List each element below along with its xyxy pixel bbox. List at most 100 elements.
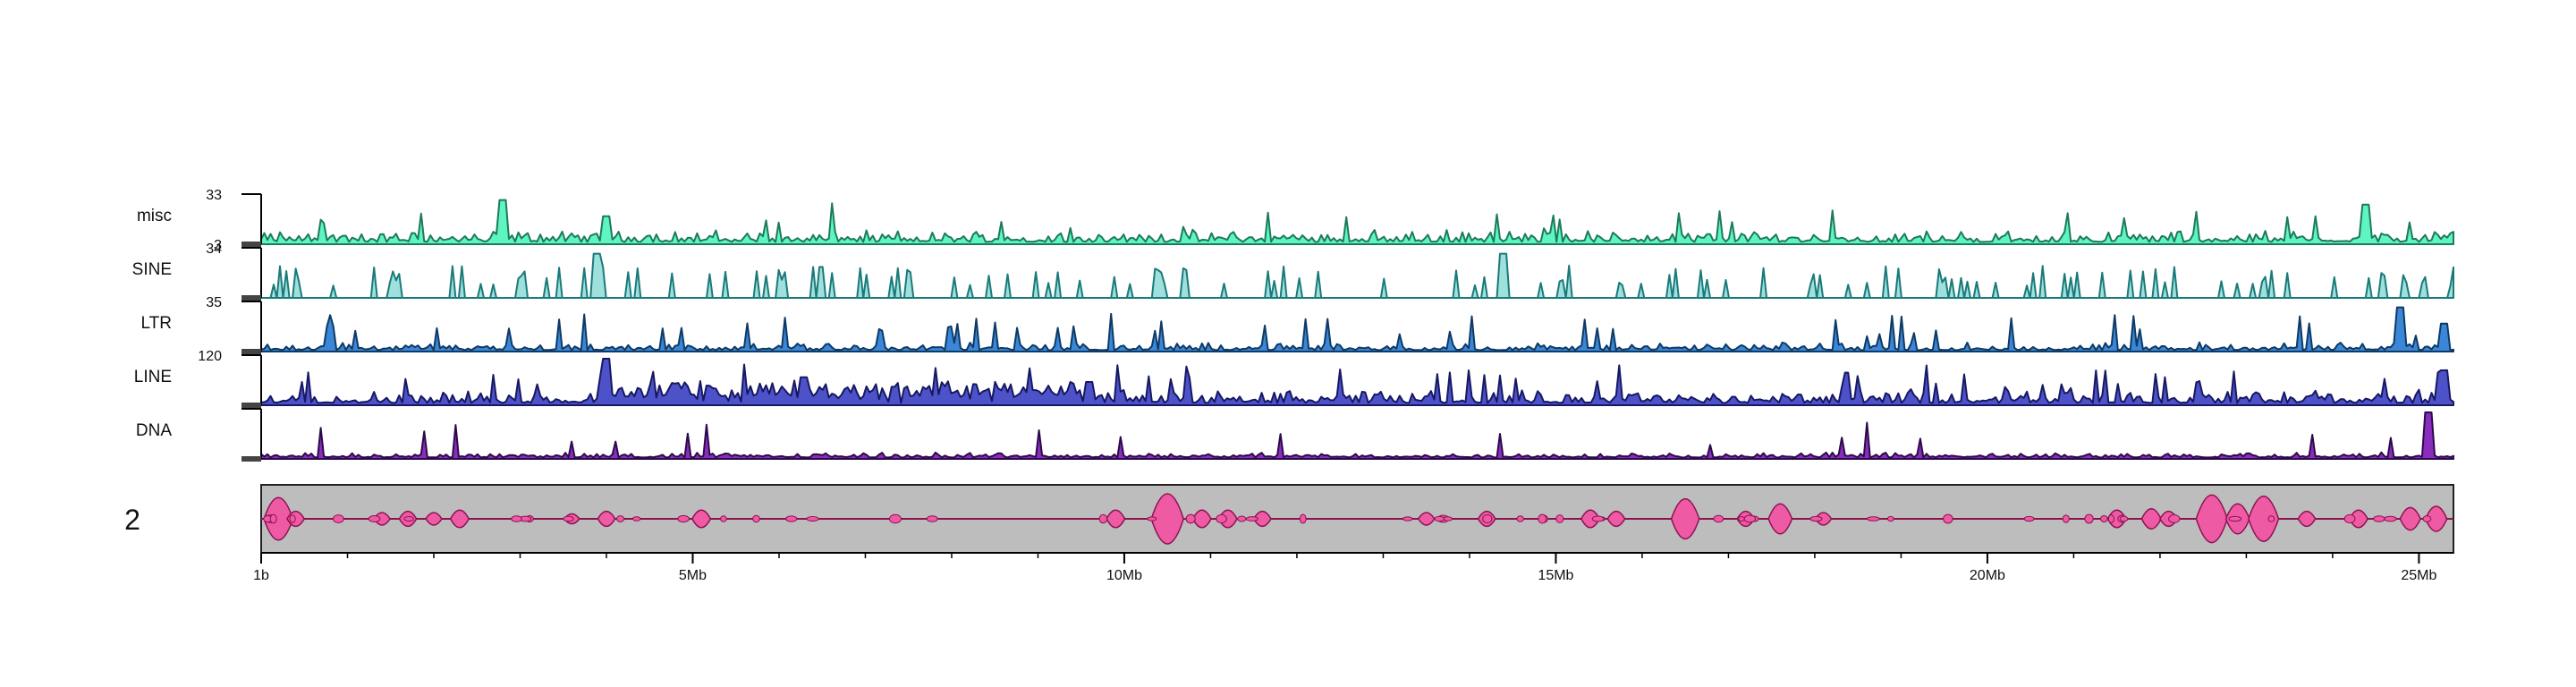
- ideogram-minor-feature: [2343, 513, 2356, 524]
- ideogram-minor-feature: [1434, 515, 1445, 522]
- x-tick-label: 5Mb: [679, 568, 707, 583]
- ideogram-minor-feature: [333, 514, 344, 523]
- ideogram-minor-feature: [1482, 513, 1493, 524]
- ideogram-minor-feature: [1886, 515, 1894, 522]
- x-tick-label: 25Mb: [2401, 568, 2436, 583]
- chromosome-ideogram: 2: [124, 484, 2454, 554]
- ideogram-minor-feature: [1299, 513, 1307, 524]
- ideogram-minor-feature: [2373, 515, 2385, 522]
- ideogram-minor-feature: [1943, 513, 1953, 524]
- track-label: LTR: [141, 314, 172, 333]
- track-line: LINE 120: [134, 349, 2454, 408]
- y-max-label: 33: [206, 188, 222, 203]
- ideogram-minor-feature: [677, 514, 690, 523]
- track-label: misc: [137, 207, 172, 225]
- track-label: SINE: [132, 260, 172, 279]
- ideogram-minor-feature: [2384, 515, 2397, 522]
- ideogram-feature: [1150, 493, 1184, 545]
- ideogram-feature: [597, 510, 616, 528]
- ideogram-feature: [2348, 509, 2368, 529]
- ideogram-minor-feature: [1216, 513, 1227, 524]
- ideogram-minor-feature: [2267, 515, 2275, 522]
- track-dna: DNA: [136, 408, 2454, 462]
- ideogram-feature: [691, 509, 712, 529]
- x-tick-label: 1b: [253, 568, 269, 583]
- ideogram-minor-feature: [289, 514, 296, 523]
- ideogram-feature: [1606, 510, 1626, 528]
- genome-position-axis: 1b 5Mb 10Mb 15Mb 20Mb 25Mb: [253, 552, 2453, 583]
- track-label: DNA: [136, 421, 172, 440]
- ideogram-feature: [2248, 496, 2280, 542]
- ideogram-feature: [1217, 509, 1238, 529]
- ideogram-feature: [1814, 512, 1833, 526]
- ideogram-minor-feature: [269, 513, 277, 524]
- ideogram-minor-feature: [926, 515, 938, 522]
- density-area-line: [260, 358, 2454, 406]
- x-tick-label: 10Mb: [1106, 568, 1142, 583]
- ideogram-feature: [2297, 510, 2317, 528]
- ideogram-minor-feature: [1555, 514, 1564, 523]
- ideogram-feature: [1106, 509, 1126, 529]
- ideogram-minor-feature: [563, 515, 574, 522]
- density-area-misc: [260, 199, 2454, 245]
- ideogram-minor-feature: [1237, 515, 1247, 522]
- ideogram-minor-feature: [2100, 515, 2108, 522]
- ideogram-minor-feature: [2422, 515, 2432, 522]
- ideogram-minor-feature: [2023, 515, 2035, 522]
- ideogram-minor-feature: [2084, 513, 2094, 524]
- ideogram-minor-feature: [1245, 516, 1259, 522]
- ideogram-minor-feature: [2168, 514, 2181, 523]
- ideogram-feature: [1670, 498, 1700, 539]
- ideogram-minor-feature: [1809, 515, 1823, 522]
- track-sine: SINE 34: [132, 242, 2454, 301]
- ideogram-feature: [449, 509, 470, 529]
- ideogram-minor-feature: [2062, 514, 2070, 523]
- density-area-ltr: [260, 306, 2454, 352]
- density-area-dna: [260, 411, 2454, 460]
- ideogram-minor-feature: [1591, 515, 1605, 522]
- chromosome-label: 2: [124, 504, 140, 536]
- ideogram-feature: [2399, 506, 2421, 531]
- ideogram-minor-feature: [1185, 513, 1196, 524]
- x-tick-label: 15Mb: [1538, 568, 1573, 583]
- ideogram-minor-feature: [785, 515, 798, 522]
- track-ltr: LTR 35: [141, 295, 2454, 354]
- ideogram-minor-feature: [806, 515, 819, 522]
- x-tick-label: 20Mb: [1970, 568, 2005, 583]
- ideogram-minor-feature: [1713, 514, 1724, 523]
- ideogram-feature: [373, 512, 391, 526]
- ideogram-minor-feature: [1738, 515, 1745, 522]
- ideogram-minor-feature: [631, 516, 641, 522]
- ideogram-feature: [2424, 505, 2448, 532]
- ideogram-minor-feature: [1516, 515, 1524, 522]
- ideogram-minor-feature: [888, 513, 902, 524]
- ideogram-minor-feature: [511, 515, 522, 522]
- ideogram-minor-feature: [403, 515, 414, 522]
- y-min-label: 3: [214, 238, 222, 253]
- ideogram-minor-feature: [616, 515, 625, 522]
- y-max-label: 35: [206, 295, 222, 310]
- ideogram-feature: [1767, 503, 1793, 535]
- y-max-label: 34: [206, 242, 222, 257]
- ideogram-minor-feature: [368, 515, 381, 522]
- ideogram-minor-feature: [720, 515, 727, 522]
- ideogram-minor-feature: [752, 514, 760, 523]
- ideogram-minor-feature: [1443, 516, 1453, 522]
- ideogram-minor-feature: [1743, 514, 1757, 523]
- ideogram-minor-feature: [1538, 513, 1547, 524]
- ideogram-feature: [1191, 509, 1212, 529]
- ideogram-feature: [1252, 510, 1272, 528]
- ideogram-feature: [425, 512, 443, 526]
- track-label: LINE: [134, 368, 172, 386]
- ideogram-minor-feature: [2228, 515, 2242, 522]
- ideogram-minor-feature: [1147, 516, 1157, 522]
- y-max-label: 120: [198, 349, 222, 364]
- ideogram-minor-feature: [1867, 516, 1880, 522]
- density-area-sine: [260, 252, 2454, 299]
- ideogram-minor-feature: [1402, 516, 1413, 522]
- ideogram-minor-feature: [1098, 513, 1108, 524]
- ideogram-minor-feature: [2107, 514, 2114, 523]
